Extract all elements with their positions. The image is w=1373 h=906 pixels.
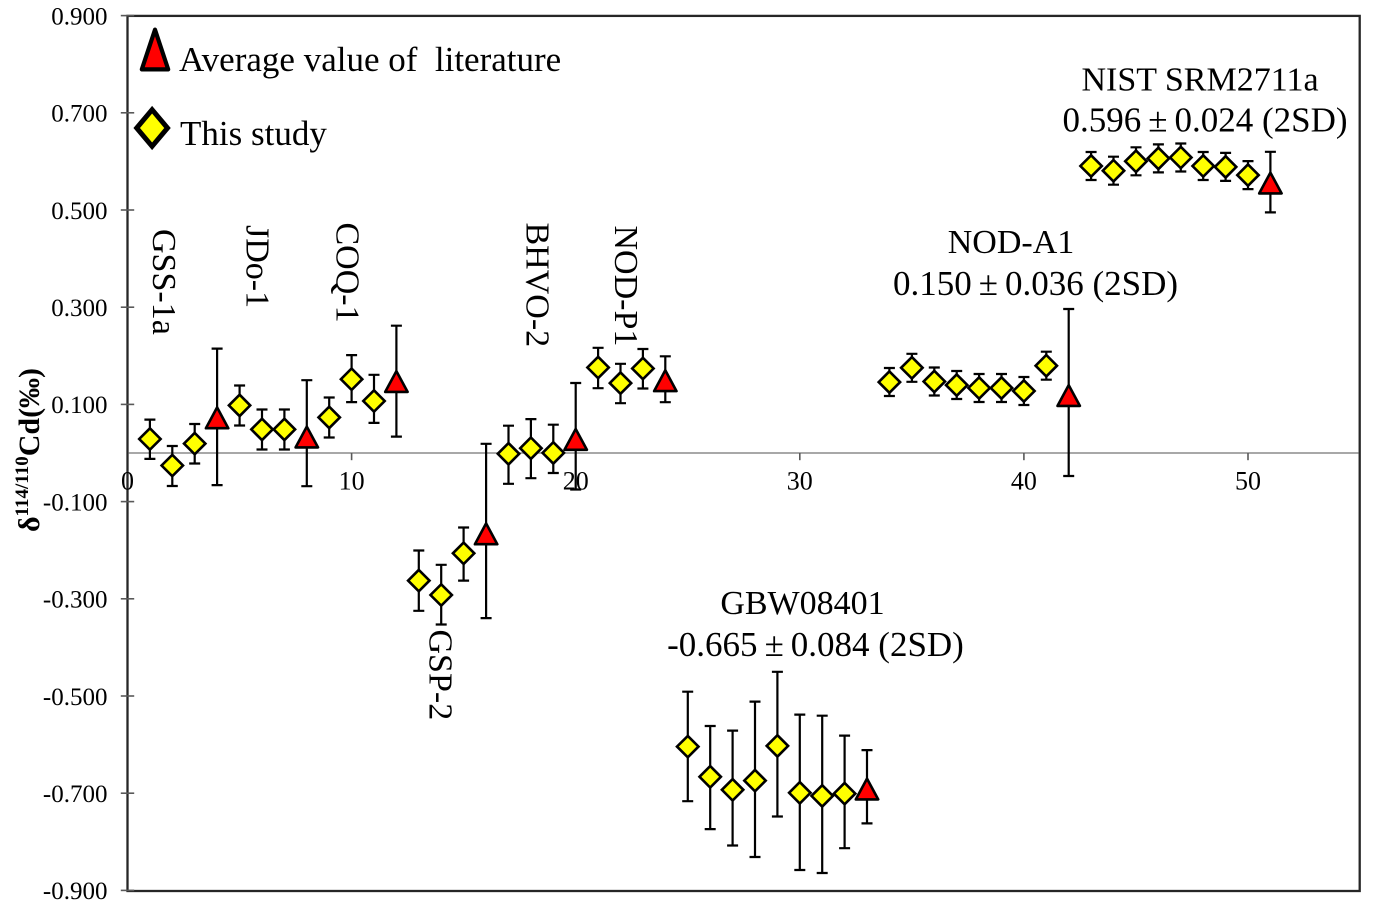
svg-text:0.150 ± 0.036 (2SD): 0.150 ± 0.036 (2SD) — [893, 264, 1178, 303]
svg-text:COQ-1: COQ-1 — [328, 223, 365, 323]
svg-text:Average value of literature: Average value of literature — [179, 40, 561, 79]
svg-text:NOD-A1: NOD-A1 — [948, 224, 1075, 261]
svg-text:-0.500: -0.500 — [43, 684, 108, 711]
svg-text:30: 30 — [787, 467, 813, 496]
svg-text:GSS-1a: GSS-1a — [145, 229, 182, 335]
svg-text:GSP-2: GSP-2 — [422, 630, 459, 721]
svg-text:NOD-P1: NOD-P1 — [607, 226, 644, 347]
svg-text:GBW08401: GBW08401 — [720, 585, 884, 622]
svg-text:0.100: 0.100 — [51, 392, 107, 419]
svg-text:50: 50 — [1235, 467, 1261, 496]
svg-text:BHVO-2: BHVO-2 — [518, 223, 555, 348]
svg-text:-0.665 ± 0.084 (2SD): -0.665 ± 0.084 (2SD) — [667, 625, 964, 664]
svg-text:0.900: 0.900 — [51, 3, 107, 30]
svg-text:This study: This study — [180, 114, 327, 153]
svg-text:0: 0 — [121, 467, 134, 496]
svg-text:0.596 ± 0.024 (2SD): 0.596 ± 0.024 (2SD) — [1062, 101, 1347, 140]
svg-text:-0.700: -0.700 — [43, 781, 108, 808]
svg-text:-0.900: -0.900 — [43, 878, 108, 905]
svg-text:0.300: 0.300 — [51, 295, 107, 322]
svg-text:0.500: 0.500 — [51, 198, 107, 225]
svg-text:δ114/110Cd(‰): δ114/110Cd(‰) — [12, 368, 46, 532]
svg-text:NIST SRM2711a: NIST SRM2711a — [1081, 62, 1318, 99]
svg-text:10: 10 — [339, 467, 365, 496]
svg-text:-0.300: -0.300 — [43, 587, 108, 614]
svg-text:40: 40 — [1011, 467, 1037, 496]
svg-text:JDo-1: JDo-1 — [239, 225, 276, 308]
svg-text:0.700: 0.700 — [51, 101, 107, 128]
svg-text:-0.100: -0.100 — [43, 489, 108, 516]
